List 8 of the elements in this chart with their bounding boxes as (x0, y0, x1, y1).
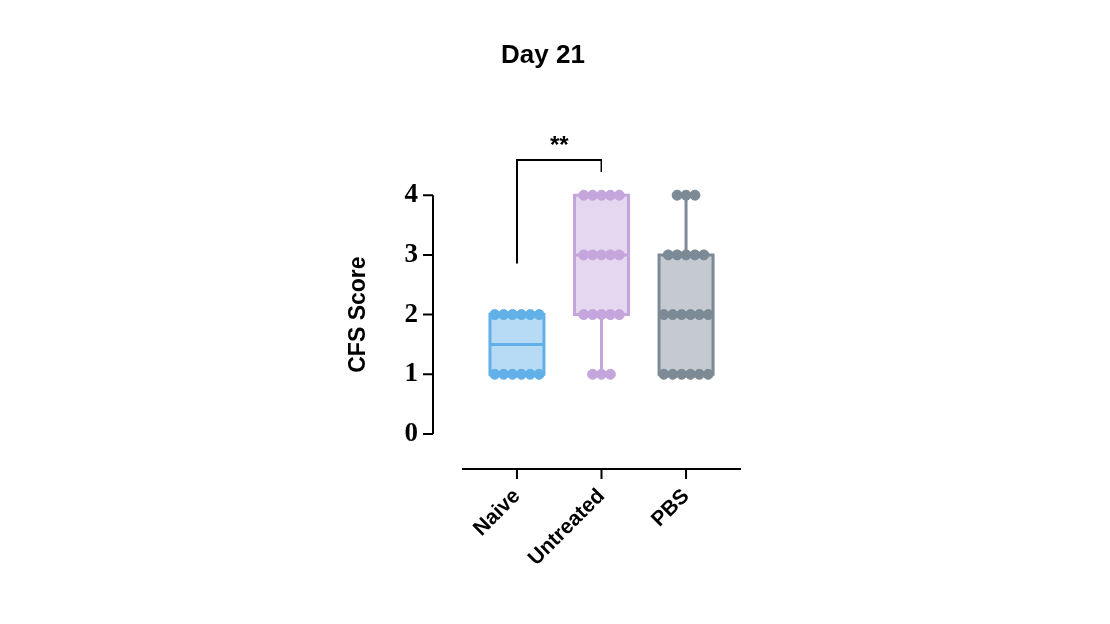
y-tick-label: 3 (404, 237, 418, 268)
text: ** (549, 130, 570, 158)
y-tick-label: 0 (404, 416, 418, 447)
y-tick-label: 2 (404, 297, 418, 328)
y-tick-label: 4 (404, 178, 418, 209)
y-axis-title: CFS Score (344, 256, 371, 373)
y-tick-label: 1 (404, 357, 418, 388)
chart-title: Day 21 (501, 38, 585, 69)
